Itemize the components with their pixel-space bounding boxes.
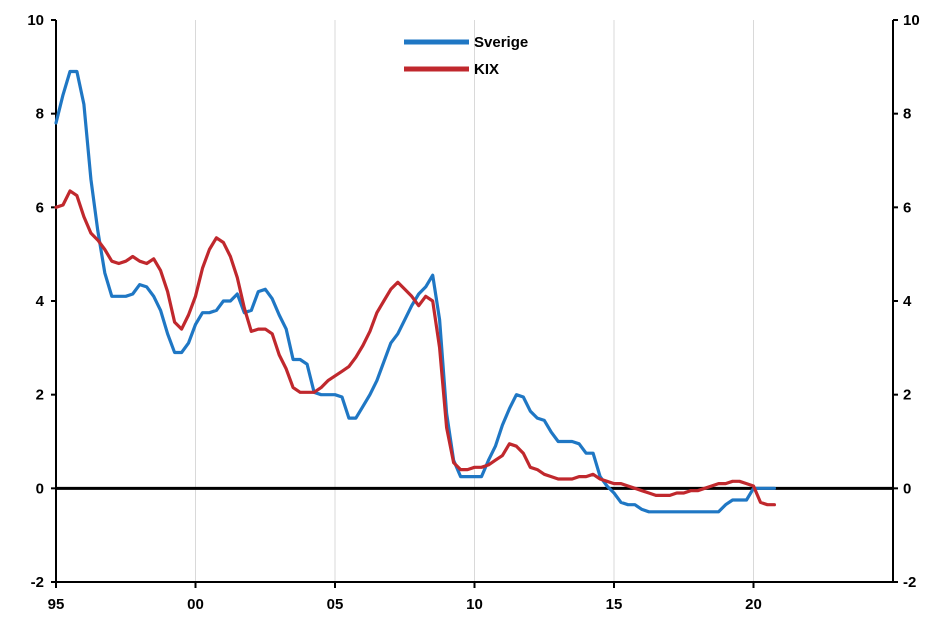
right-y-tick-label: 6: [903, 199, 911, 216]
series-lines: [54, 69, 776, 514]
right-y-tick-label: 0: [903, 480, 911, 497]
left-y-tick-label: 0: [36, 480, 44, 497]
vertical-gridlines: [195, 20, 754, 582]
right-y-tick-label: 2: [903, 387, 911, 404]
x-tick-label: 20: [745, 596, 762, 613]
left-y-tick-label: 8: [36, 106, 44, 123]
left-y-tick-label: 4: [36, 293, 45, 310]
x-tick-label: 15: [606, 596, 623, 613]
legend-label-kix: KIX: [474, 61, 499, 78]
right-y-tick-label: 8: [903, 106, 911, 123]
right-y-tick-label: 10: [903, 12, 920, 29]
x-tick-labels: 95 00 05 10 15 20: [48, 596, 762, 613]
left-y-tick-labels: -2 0 2 4 6 8 10: [27, 12, 44, 591]
series-line-kix: [54, 189, 776, 507]
left-y-tick-label: -2: [31, 574, 44, 591]
x-tick-label: 95: [48, 596, 65, 613]
x-tick-label: 00: [187, 596, 204, 613]
legend: Sverige KIX: [404, 34, 528, 78]
right-y-tick-label: -2: [903, 574, 916, 591]
left-y-tick-label: 2: [36, 387, 44, 404]
series-line-sverige: [54, 69, 776, 514]
right-y-tick-labels: -2 0 2 4 6 8 10: [903, 12, 920, 591]
x-tick-label: 05: [327, 596, 344, 613]
left-y-tick-label: 10: [27, 12, 44, 29]
right-y-tick-label: 4: [903, 293, 912, 310]
legend-label-sverige: Sverige: [474, 34, 528, 51]
left-y-tick-label: 6: [36, 199, 44, 216]
x-tick-label: 10: [466, 596, 483, 613]
